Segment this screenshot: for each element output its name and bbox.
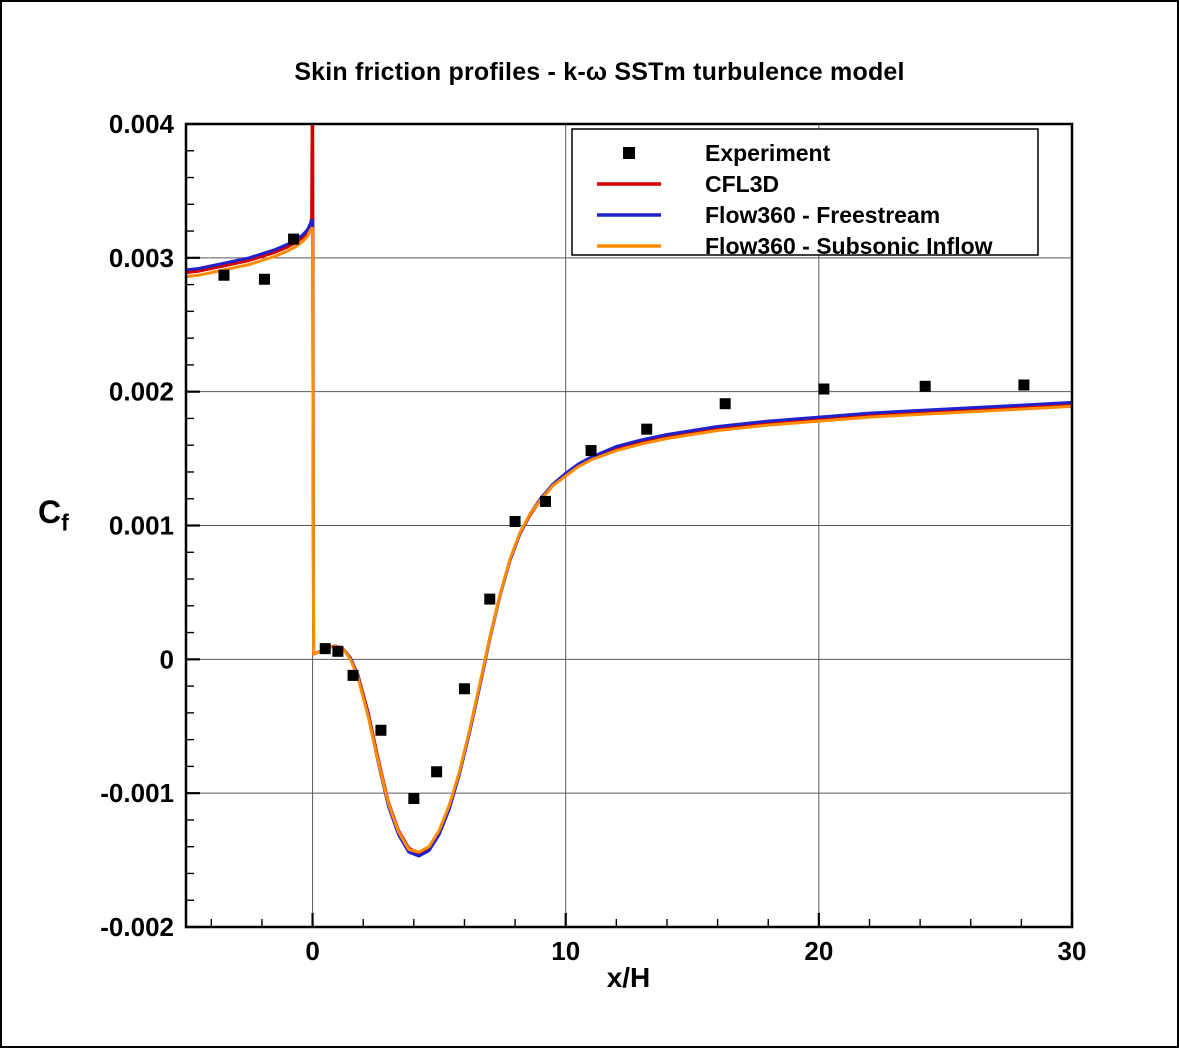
x-axis-label: x/H: [606, 962, 651, 993]
legend-box: [571, 128, 1039, 256]
grid-lines: [186, 124, 1072, 927]
y-tick-label: 0.004: [109, 109, 175, 139]
tick-labels: 0 10 20 30 -0.002 -0.001 0 0.001 0.002 0.003 0.004: [100, 109, 1086, 966]
x-tick-label: 10: [551, 936, 580, 966]
legend-label: Flow360 - Subsonic Inflow: [705, 233, 993, 259]
y-axis-label-sub: f: [61, 509, 69, 536]
y-axis-label-main: C: [38, 494, 62, 530]
chart-title: Skin friction profiles - k-ω SSTm turbul…: [294, 58, 905, 86]
x-tick-label: 30: [1058, 936, 1087, 966]
legend-entry-cfl3d: CFL3D: [597, 171, 779, 197]
y-tick-label: -0.002: [100, 912, 174, 942]
y-tick-label: -0.001: [100, 778, 174, 808]
series-group: [186, 124, 1072, 858]
series-line-flow360-freestream: [186, 218, 1072, 858]
x-tick-label: 20: [804, 936, 833, 966]
series-points-experiment: [218, 233, 1030, 805]
axis-ticks: [186, 122, 1074, 929]
legend: Experiment CFL3D Flow360 - Freestream Flow3…: [571, 128, 1039, 259]
x-tick-label: 0: [305, 936, 319, 966]
y-tick-label: 0.001: [109, 511, 174, 541]
legend-entry-experiment: Experiment: [623, 140, 831, 166]
series-line-flow360-subsonic-inflow: [186, 226, 1072, 854]
legend-entry-flow360-subsonic-inflow: Flow360 - Subsonic Inflow: [597, 233, 993, 259]
y-tick-label: 0: [160, 644, 174, 674]
legend-entry-flow360-freestream: Flow360 - Freestream: [597, 202, 940, 228]
y-tick-label: 0.003: [109, 243, 174, 273]
legend-label: CFL3D: [705, 171, 779, 197]
y-axis-label: Cf: [38, 494, 69, 536]
y-tick-label: 0.002: [109, 377, 174, 407]
legend-label: Flow360 - Freestream: [705, 202, 940, 228]
legend-label: Experiment: [705, 140, 831, 166]
legend-marker: [623, 147, 635, 159]
